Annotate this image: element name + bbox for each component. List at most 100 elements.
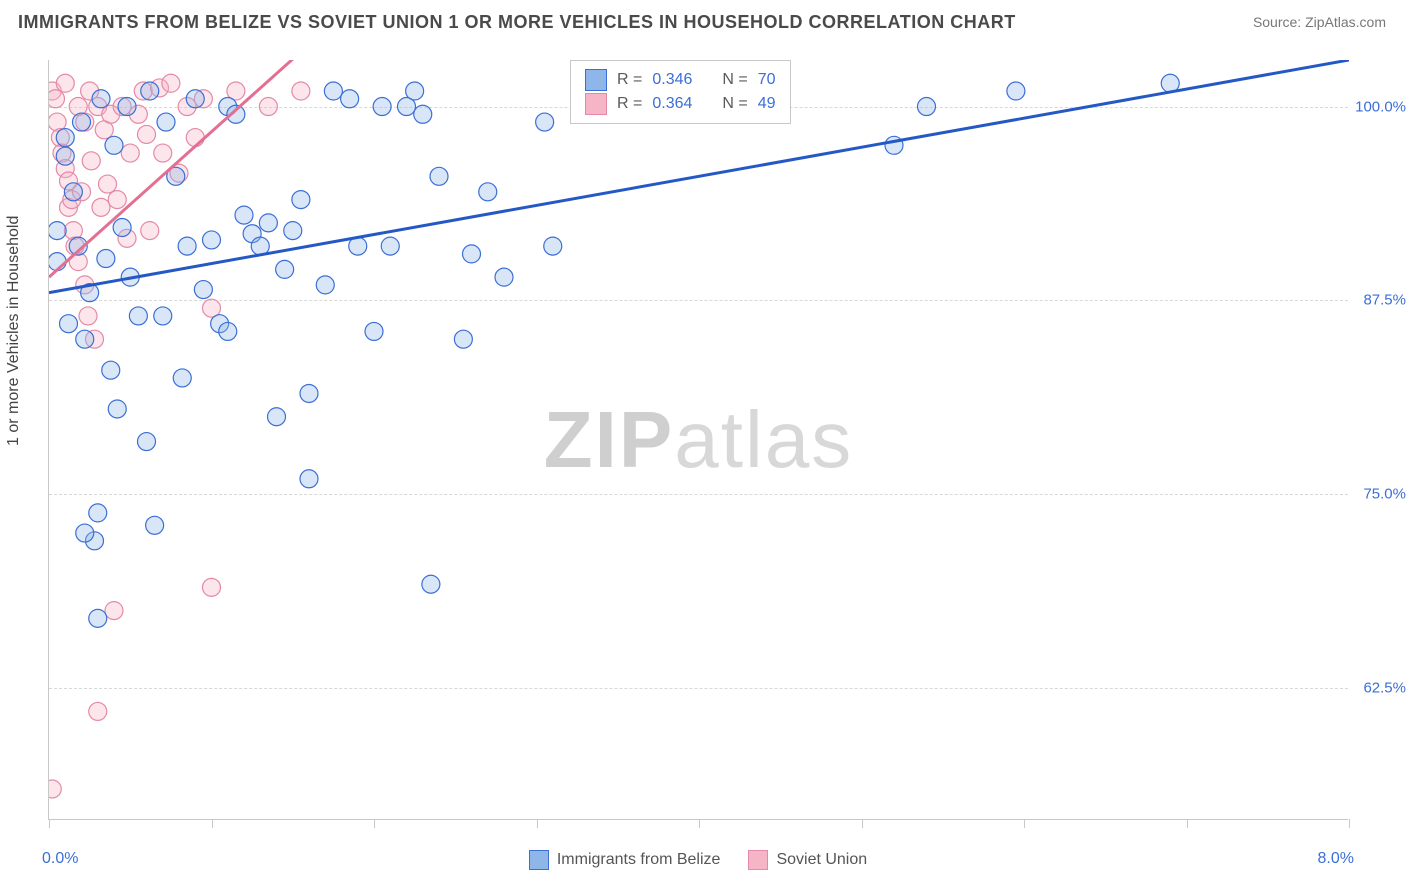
scatter-point bbox=[60, 315, 78, 333]
scatter-point bbox=[178, 237, 196, 255]
scatter-point bbox=[406, 82, 424, 100]
scatter-point bbox=[138, 125, 156, 143]
scatter-point bbox=[536, 113, 554, 131]
legend-correlation: R = 0.346 N = 70 R = 0.364 N = 49 bbox=[570, 60, 791, 124]
chart-title: IMMIGRANTS FROM BELIZE VS SOVIET UNION 1… bbox=[18, 12, 1016, 33]
n-value: 49 bbox=[758, 95, 776, 113]
y-tick-label: 62.5% bbox=[1363, 680, 1406, 697]
scatter-point bbox=[89, 609, 107, 627]
x-tick bbox=[862, 819, 863, 828]
scatter-point bbox=[141, 222, 159, 240]
scatter-point bbox=[186, 90, 204, 108]
scatter-point bbox=[365, 322, 383, 340]
scatter-point bbox=[129, 307, 147, 325]
scatter-point bbox=[141, 82, 159, 100]
scatter-layer bbox=[49, 60, 1349, 820]
scatter-point bbox=[99, 175, 117, 193]
x-tick bbox=[1187, 819, 1188, 828]
scatter-point bbox=[92, 90, 110, 108]
scatter-point bbox=[300, 470, 318, 488]
x-tick bbox=[1349, 819, 1350, 828]
x-tick bbox=[374, 819, 375, 828]
x-tick bbox=[212, 819, 213, 828]
scatter-point bbox=[918, 98, 936, 116]
scatter-point bbox=[157, 113, 175, 131]
scatter-point bbox=[186, 129, 204, 147]
scatter-point bbox=[49, 780, 61, 798]
scatter-point bbox=[341, 90, 359, 108]
legend-row: R = 0.364 N = 49 bbox=[585, 93, 776, 115]
scatter-point bbox=[108, 191, 126, 209]
scatter-point bbox=[544, 237, 562, 255]
scatter-point bbox=[259, 98, 277, 116]
chart-container: IMMIGRANTS FROM BELIZE VS SOVIET UNION 1… bbox=[0, 0, 1406, 892]
scatter-point bbox=[76, 524, 94, 542]
scatter-point bbox=[422, 575, 440, 593]
scatter-point bbox=[118, 98, 136, 116]
x-tick bbox=[699, 819, 700, 828]
scatter-point bbox=[154, 307, 172, 325]
x-tick bbox=[1024, 819, 1025, 828]
legend-row: R = 0.346 N = 70 bbox=[585, 69, 776, 91]
x-tick-label: 8.0% bbox=[1318, 850, 1354, 868]
scatter-point bbox=[49, 222, 66, 240]
scatter-point bbox=[463, 245, 481, 263]
scatter-point bbox=[495, 268, 513, 286]
scatter-point bbox=[276, 260, 294, 278]
scatter-point bbox=[268, 408, 286, 426]
y-tick-label: 87.5% bbox=[1363, 292, 1406, 309]
y-tick-label: 100.0% bbox=[1355, 98, 1406, 115]
scatter-point bbox=[203, 231, 221, 249]
scatter-point bbox=[292, 82, 310, 100]
scatter-point bbox=[97, 250, 115, 268]
scatter-point bbox=[105, 602, 123, 620]
scatter-point bbox=[259, 214, 277, 232]
plot-area: ZIPatlas 62.5%75.0%87.5%100.0% bbox=[48, 60, 1348, 820]
x-tick bbox=[49, 819, 50, 828]
scatter-point bbox=[121, 144, 139, 162]
y-tick-label: 75.0% bbox=[1363, 486, 1406, 503]
scatter-point bbox=[235, 206, 253, 224]
scatter-point bbox=[154, 144, 172, 162]
scatter-point bbox=[194, 281, 212, 299]
scatter-point bbox=[49, 90, 65, 108]
scatter-point bbox=[479, 183, 497, 201]
legend-swatch-icon bbox=[585, 69, 607, 91]
scatter-point bbox=[89, 702, 107, 720]
scatter-point bbox=[430, 167, 448, 185]
scatter-point bbox=[316, 276, 334, 294]
scatter-point bbox=[373, 98, 391, 116]
x-tick bbox=[537, 819, 538, 828]
scatter-point bbox=[64, 183, 82, 201]
scatter-point bbox=[79, 307, 97, 325]
n-value: 70 bbox=[758, 71, 776, 89]
scatter-point bbox=[173, 369, 191, 387]
scatter-point bbox=[284, 222, 302, 240]
scatter-point bbox=[162, 74, 180, 92]
scatter-point bbox=[138, 433, 156, 451]
r-value: 0.364 bbox=[652, 95, 692, 113]
scatter-point bbox=[73, 113, 91, 131]
scatter-point bbox=[414, 105, 432, 123]
scatter-point bbox=[219, 322, 237, 340]
scatter-point bbox=[292, 191, 310, 209]
scatter-point bbox=[454, 330, 472, 348]
scatter-point bbox=[76, 330, 94, 348]
scatter-point bbox=[56, 74, 74, 92]
scatter-point bbox=[89, 504, 107, 522]
scatter-point bbox=[381, 237, 399, 255]
r-label: R = bbox=[617, 71, 642, 89]
source-label: Source: ZipAtlas.com bbox=[1253, 14, 1386, 30]
scatter-point bbox=[108, 400, 126, 418]
scatter-point bbox=[92, 198, 110, 216]
scatter-point bbox=[102, 361, 120, 379]
scatter-point bbox=[56, 147, 74, 165]
scatter-point bbox=[324, 82, 342, 100]
scatter-point bbox=[105, 136, 123, 154]
scatter-point bbox=[113, 219, 131, 237]
x-axis-labels: 0.0% 8.0% bbox=[48, 850, 1348, 874]
scatter-point bbox=[300, 384, 318, 402]
n-label: N = bbox=[722, 71, 747, 89]
scatter-point bbox=[1007, 82, 1025, 100]
legend-swatch-icon bbox=[585, 93, 607, 115]
